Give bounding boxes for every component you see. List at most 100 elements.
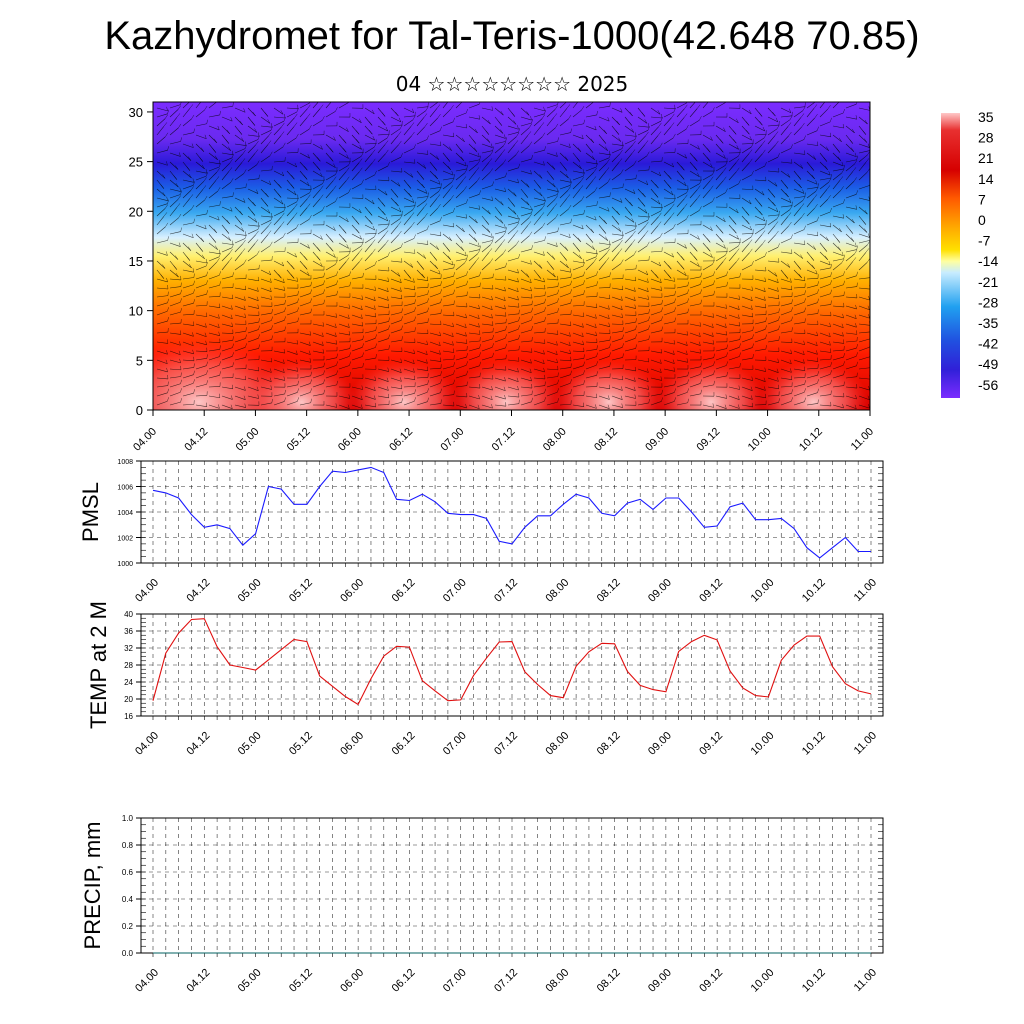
wind-barb-flag <box>843 108 845 114</box>
x-tick-label: 10.00 <box>749 967 777 995</box>
wind-barb-flag <box>245 353 247 358</box>
y-tick-label: 0.4 <box>122 895 134 904</box>
colorbar-label: -14 <box>978 253 998 269</box>
wind-barb <box>832 262 842 271</box>
wind-barb <box>195 199 205 208</box>
wind-barb <box>819 394 831 397</box>
wind-barb <box>195 341 207 346</box>
wind-barb-flag <box>349 352 351 357</box>
wind-barb <box>806 313 818 316</box>
x-tick-label: 06.00 <box>338 577 366 605</box>
wind-barb-flag <box>621 313 623 318</box>
wind-barb-flag <box>660 117 663 122</box>
wind-barb-flag <box>518 128 520 133</box>
wind-barb <box>351 314 363 319</box>
wind-barb-flag <box>841 258 845 264</box>
wind-barb <box>182 233 194 239</box>
wind-barb <box>702 332 714 337</box>
wind-barb <box>520 197 530 206</box>
wind-barb <box>559 143 571 148</box>
wind-barb <box>676 128 687 136</box>
wind-barb-flag <box>453 370 455 375</box>
wind-barb <box>741 296 753 301</box>
wind-barb-flag <box>618 137 622 142</box>
wind-barb <box>182 102 190 109</box>
wind-barb <box>793 391 805 397</box>
wind-barb-flag <box>798 183 802 189</box>
colorbar-label: -49 <box>978 356 998 372</box>
wind-barb <box>611 347 623 352</box>
wind-barb <box>559 269 571 273</box>
wind-barb <box>689 189 698 199</box>
wind-barb-flag <box>856 352 858 357</box>
wind-barb-flag <box>323 289 325 294</box>
wind-barb <box>351 252 360 262</box>
wind-barb-flag <box>843 254 845 259</box>
wind-barb <box>208 152 218 161</box>
y-tick-label: 0.8 <box>122 841 134 850</box>
wind-barb-flag <box>180 137 182 142</box>
wind-barb <box>819 293 831 298</box>
wind-barb <box>403 209 414 217</box>
wind-barb-flag <box>686 358 689 363</box>
wind-barb <box>286 401 298 406</box>
wind-barb <box>273 135 282 145</box>
wind-barb <box>546 179 556 188</box>
wind-barb <box>208 166 220 172</box>
wind-barb-flag <box>752 354 754 359</box>
wind-barb <box>442 293 454 298</box>
wind-barb <box>286 137 297 145</box>
wind-barb-flag <box>427 366 429 371</box>
wind-barb <box>845 215 855 224</box>
wind-barb <box>754 223 766 226</box>
wind-barb-flag <box>501 149 506 154</box>
wind-barb <box>429 302 441 307</box>
x-tick-label: 04.12 <box>184 577 212 605</box>
wind-barb-flag <box>661 316 663 321</box>
wind-barb <box>793 106 805 109</box>
wind-barb <box>182 382 194 388</box>
wind-barb <box>611 357 623 361</box>
wind-barb-flag <box>696 104 701 109</box>
wind-barb-flag <box>552 255 556 260</box>
wind-barb-flag <box>218 252 221 257</box>
wind-barb-flag <box>173 175 178 180</box>
wind-barb-flag <box>241 227 245 232</box>
wind-barb-flag <box>368 121 373 126</box>
wind-barb-flag <box>635 132 637 137</box>
wind-barb-flag <box>647 216 650 221</box>
wind-barb <box>403 377 415 381</box>
wind-barb-flag <box>204 105 208 111</box>
wind-barb-flag <box>606 248 610 254</box>
wind-barb-flag <box>752 326 754 331</box>
wind-barb <box>728 305 740 310</box>
wind-barb-flag <box>700 362 702 367</box>
wind-barb <box>169 217 179 226</box>
wind-barb <box>611 287 623 291</box>
wind-barb <box>455 215 467 219</box>
wind-barb-flag <box>243 169 247 174</box>
wind-barb-flag <box>167 339 169 344</box>
wind-barb-flag <box>218 159 221 165</box>
wind-barb-flag <box>294 113 298 119</box>
wind-barb <box>247 377 259 382</box>
wind-barb-flag <box>460 156 465 161</box>
wind-barb <box>286 311 298 316</box>
wind-barb-flag <box>465 332 467 337</box>
wind-barb-flag <box>399 287 402 292</box>
wind-barb <box>598 287 611 289</box>
wind-barb-flag <box>160 184 165 189</box>
wind-barb-flag <box>543 367 545 372</box>
wind-barb <box>676 108 685 118</box>
wind-barb-flag <box>817 141 819 146</box>
wind-barb <box>845 242 857 247</box>
wind-barb <box>546 194 558 199</box>
wind-barb-flag <box>270 357 273 363</box>
wind-barb <box>845 206 857 210</box>
wind-barb <box>572 365 584 370</box>
wind-barb-flag <box>166 106 168 111</box>
wind-barb <box>481 185 493 190</box>
wind-barb <box>338 285 350 289</box>
wind-barb <box>221 377 234 379</box>
wind-barb <box>195 332 207 338</box>
